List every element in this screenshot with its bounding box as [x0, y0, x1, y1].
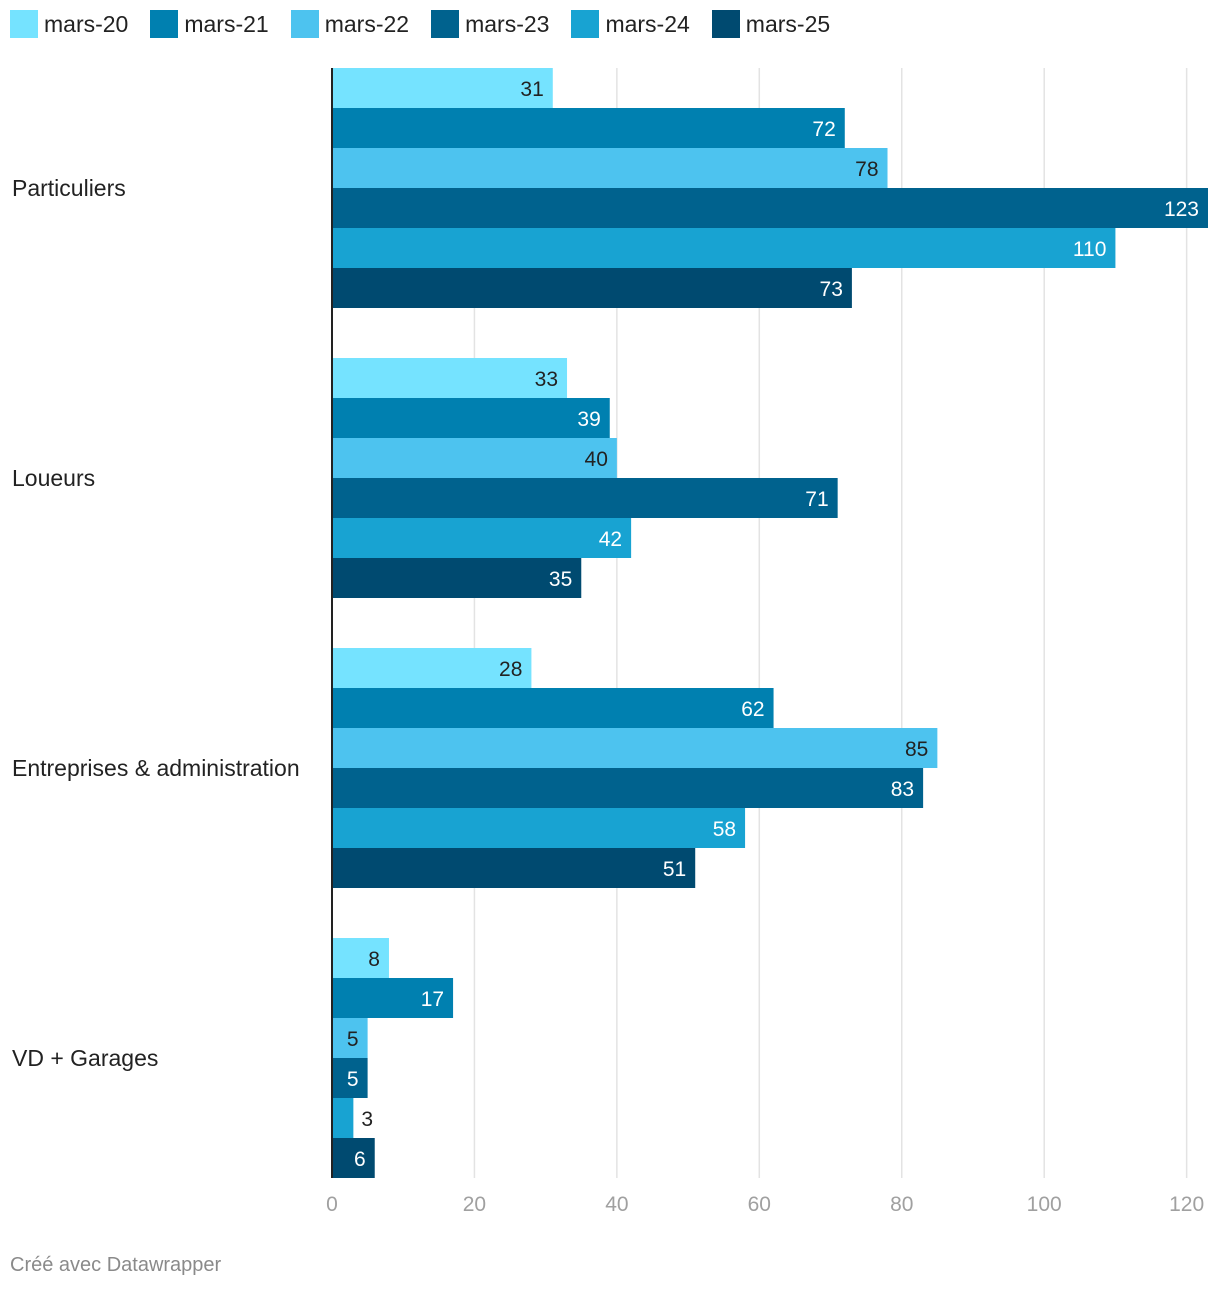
bar-mars-20	[332, 68, 553, 108]
legend-swatch	[10, 10, 38, 38]
bar-value-label: 3	[361, 1108, 373, 1131]
bar-value-label: 5	[347, 1028, 359, 1051]
legend-label: mars-20	[44, 10, 129, 37]
bars	[332, 68, 1208, 1178]
bar-mars-22	[332, 438, 617, 478]
x-tick-label: 20	[463, 1193, 486, 1216]
x-tick-label: 40	[605, 1193, 628, 1216]
bar-value-label: 6	[354, 1148, 366, 1171]
category-label: VD + Garages	[12, 1045, 158, 1071]
x-tick-label: 0	[326, 1193, 338, 1216]
bar-mars-24	[332, 1098, 354, 1138]
x-tick-label: 60	[748, 1193, 771, 1216]
bar-value-label: 40	[585, 448, 608, 471]
bar-mars-22	[332, 728, 938, 768]
bar-mars-21	[332, 108, 845, 148]
legend-item-mars-25: mars-25	[711, 10, 831, 38]
bar-mars-25	[332, 268, 852, 308]
bar-value-label: 71	[805, 488, 828, 511]
bar-value-label: 28	[499, 658, 522, 681]
legend-swatch	[431, 10, 460, 38]
bar-mars-23	[332, 478, 838, 518]
legend-label: mars-22	[324, 10, 410, 37]
bar-mars-25	[332, 1138, 375, 1178]
bar-value-label: 72	[812, 118, 835, 141]
legend-item-mars-21: mars-21	[150, 10, 269, 38]
legend-label: mars-21	[184, 10, 269, 37]
bar-value-label: 51	[663, 858, 686, 881]
bar-mars-21	[332, 688, 774, 728]
bar-chart: 0 20 40 60 80 100 120 Particuliers 31 72 78 123 110 7…	[12, 68, 1208, 1216]
category-label: Particuliers	[12, 175, 126, 201]
category-label: Loueurs	[12, 465, 95, 491]
bar-mars-21	[332, 978, 454, 1018]
bar-value-label: 85	[905, 738, 928, 761]
bar-mars-24	[332, 808, 746, 848]
legend-label: mars-24	[605, 10, 690, 37]
bar-value-label: 78	[855, 158, 878, 181]
bar-mars-23	[332, 768, 924, 808]
bar-mars-21	[332, 398, 610, 438]
x-tick-label: 100	[1027, 1193, 1062, 1216]
bar-value-label: 33	[535, 368, 558, 391]
bar-value-label: 83	[891, 778, 914, 801]
bar-value-label: 73	[820, 278, 843, 301]
bar-mars-22	[332, 1018, 368, 1058]
bar-value-label: 35	[549, 568, 572, 591]
bar-value-label: 5	[347, 1068, 359, 1091]
legend-swatch	[150, 10, 179, 38]
bar-value-label: 17	[421, 988, 444, 1011]
bar-mars-25	[332, 558, 582, 598]
bar-mars-24	[332, 518, 632, 558]
labels: 0 20 40 60 80 100 120 Particuliers 31 72 78 123 110 7…	[12, 68, 1204, 1216]
bar-value-label: 62	[741, 698, 764, 721]
legend-swatch	[290, 10, 319, 38]
bar-value-label: 8	[368, 948, 380, 971]
bar-mars-23	[332, 1058, 368, 1098]
x-tick-label: 120	[1169, 1193, 1204, 1216]
bar-value-label: 42	[599, 528, 622, 551]
bar-value-label: 31	[520, 78, 543, 101]
legend-swatch	[571, 10, 600, 38]
bar-mars-25	[332, 848, 696, 888]
legend-swatch	[711, 10, 740, 38]
bar-mars-22	[332, 148, 888, 188]
bar-mars-24	[332, 228, 1116, 268]
bar-mars-23	[332, 188, 1208, 228]
bar-mars-20	[332, 938, 389, 978]
legend-item-mars-24: mars-24	[571, 10, 690, 38]
bar-value-label: 123	[1164, 198, 1199, 221]
x-tick-label: 80	[890, 1193, 913, 1216]
bar-mars-20	[332, 648, 532, 688]
bar-value-label: 39	[577, 408, 600, 431]
bar-value-label: 58	[713, 818, 736, 841]
bar-mars-20	[332, 358, 568, 398]
legend-item-mars-20: mars-20	[10, 10, 128, 38]
chart-legend: mars-20 mars-21 mars-22 mars-23 mars-24 mars-…	[10, 10, 852, 38]
category-label: Entreprises & administration	[12, 755, 300, 781]
legend-label: mars-23	[465, 10, 550, 37]
legend-label: mars-25	[745, 10, 831, 37]
legend-item-mars-22: mars-22	[290, 10, 410, 38]
datawrapper-credit[interactable]: Créé avec Datawrapper	[10, 1254, 222, 1276]
bar-value-label: 110	[1073, 238, 1106, 261]
legend-item-mars-23: mars-23	[431, 10, 549, 38]
